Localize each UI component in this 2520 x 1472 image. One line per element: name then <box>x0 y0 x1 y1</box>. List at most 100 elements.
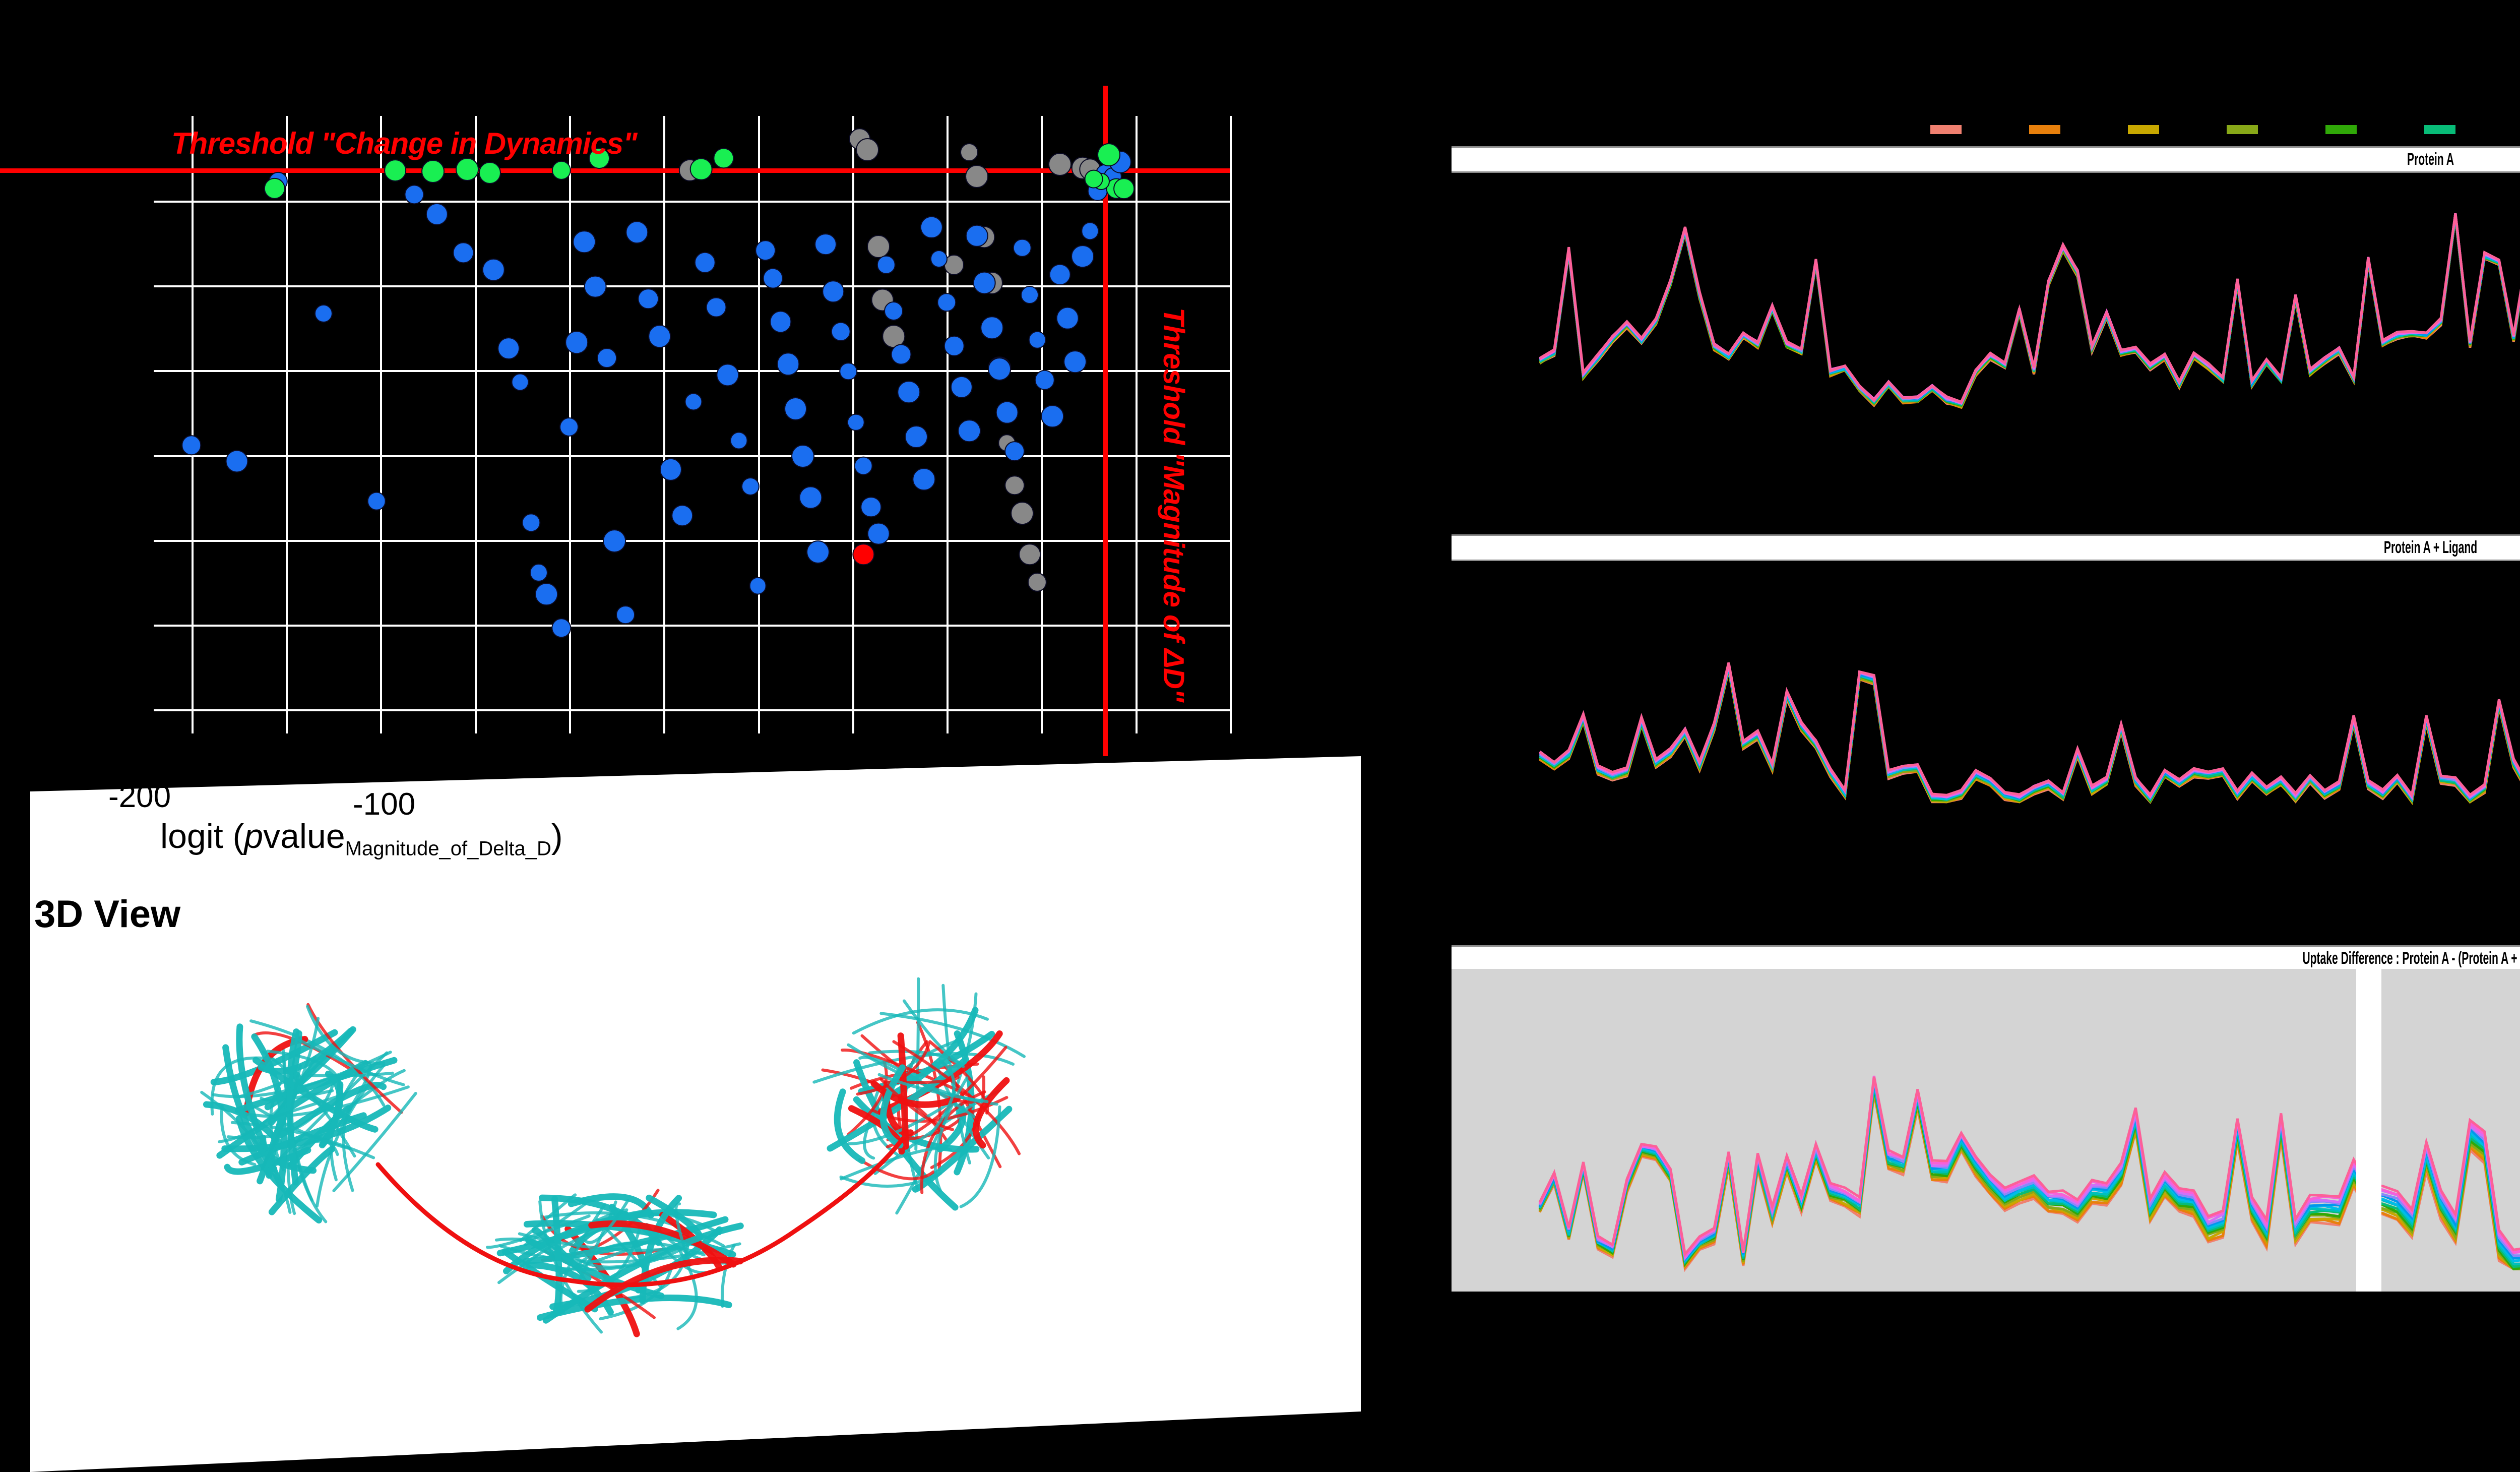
volcano-data-point[interactable] <box>551 618 572 638</box>
volcano-data-point[interactable] <box>1084 169 1103 189</box>
volcano-data-point[interactable] <box>404 185 424 205</box>
legend-swatch[interactable] <box>2128 125 2159 134</box>
volcano-data-point[interactable] <box>854 456 873 475</box>
trace-canvas-protein-a-ligand[interactable] <box>1452 558 2520 855</box>
timepoint-legend[interactable] <box>1452 116 2520 146</box>
volcano-data-point[interactable] <box>776 352 800 376</box>
volcano-data-point[interactable] <box>920 216 943 239</box>
trace-line[interactable] <box>1539 204 2520 404</box>
volcano-data-point[interactable] <box>905 425 928 449</box>
trace-line[interactable] <box>1538 1076 2520 1257</box>
volcano-data-point[interactable] <box>597 348 617 369</box>
volcano-data-point[interactable] <box>565 331 588 354</box>
volcano-data-point[interactable] <box>965 165 989 189</box>
volcano-data-point[interactable] <box>852 543 875 566</box>
volcano-data-point[interactable] <box>638 288 659 310</box>
volcano-plot-area[interactable] <box>0 86 1232 756</box>
volcano-data-point[interactable] <box>912 467 935 491</box>
volcano-data-point[interactable] <box>1097 143 1121 166</box>
volcano-data-point[interactable] <box>181 435 202 456</box>
trace-svg-protein-a-ligand[interactable] <box>1452 558 2520 855</box>
volcano-data-point[interactable] <box>1004 441 1025 462</box>
volcano-data-point[interactable] <box>839 362 858 381</box>
legend-swatch[interactable] <box>2424 125 2455 134</box>
volcano-data-point[interactable] <box>453 242 474 264</box>
volcano-data-point[interactable] <box>1063 350 1087 374</box>
ribbon-svg[interactable] <box>66 948 1235 1346</box>
volcano-data-point[interactable] <box>689 158 713 181</box>
volcano-data-point[interactable] <box>769 311 792 333</box>
volcano-data-point[interactable] <box>1081 222 1099 240</box>
volcano-data-point[interactable] <box>660 458 682 481</box>
volcano-data-point[interactable] <box>995 401 1019 424</box>
trace-svg-protein-a[interactable] <box>1452 170 2520 467</box>
volcano-data-point[interactable] <box>1034 370 1055 390</box>
volcano-data-point[interactable] <box>482 258 505 281</box>
trace-line[interactable] <box>1539 657 2520 799</box>
legend-swatch[interactable] <box>2325 125 2357 134</box>
trace-line[interactable] <box>1539 660 2520 802</box>
trace-canvas-uptake-difference[interactable] <box>1452 969 2520 1292</box>
volcano-data-point[interactable] <box>421 160 445 183</box>
volcano-data-point[interactable] <box>367 492 386 511</box>
trace-line[interactable] <box>1539 659 2520 800</box>
volcano-data-point[interactable] <box>1019 543 1041 566</box>
volcano-data-point[interactable] <box>1027 572 1047 592</box>
volcano-data-point[interactable] <box>754 239 776 261</box>
volcano-data-point[interactable] <box>951 376 973 399</box>
volcano-data-point[interactable] <box>535 583 558 606</box>
volcano-data-point[interactable] <box>799 486 823 509</box>
volcano-data-point[interactable] <box>847 413 865 431</box>
volcano-data-point[interactable] <box>891 344 912 365</box>
volcano-data-point[interactable] <box>425 203 448 225</box>
volcano-data-point[interactable] <box>1113 178 1135 199</box>
trace-svg-uptake-difference[interactable] <box>1452 969 2520 1292</box>
volcano-data-point[interactable] <box>314 304 333 323</box>
volcano-data-point[interactable] <box>965 224 988 247</box>
volcano-data-point[interactable] <box>937 293 956 312</box>
legend-swatch[interactable] <box>1930 125 1962 134</box>
volcano-data-point[interactable] <box>584 275 607 298</box>
trace-line[interactable] <box>1539 657 2520 798</box>
legend-swatch[interactable] <box>2029 125 2060 134</box>
trace-line[interactable] <box>1538 1090 2520 1270</box>
volcano-data-point[interactable] <box>616 605 636 625</box>
volcano-data-point[interactable] <box>684 393 703 411</box>
volcano-data-point[interactable] <box>831 322 851 341</box>
volcano-data-point[interactable] <box>511 373 529 391</box>
volcano-data-point[interactable] <box>671 504 694 527</box>
volcano-data-point[interactable] <box>741 477 760 496</box>
volcano-data-point[interactable] <box>716 363 739 387</box>
volcano-data-point[interactable] <box>573 230 596 254</box>
volcano-data-point[interactable] <box>1011 501 1034 525</box>
volcano-data-point[interactable] <box>1004 475 1025 496</box>
volcano-data-point[interactable] <box>1049 264 1071 286</box>
volcano-data-point[interactable] <box>478 161 501 184</box>
volcano-data-point[interactable] <box>589 148 610 169</box>
volcano-data-point[interactable] <box>1056 306 1079 330</box>
trace-line[interactable] <box>1539 659 2520 801</box>
volcano-data-point[interactable] <box>625 220 649 244</box>
volcano-data-point[interactable] <box>1028 331 1046 349</box>
volcano-data-point[interactable] <box>884 301 904 321</box>
volcano-data-point[interactable] <box>877 256 896 274</box>
volcano-data-point[interactable] <box>980 316 1003 340</box>
volcano-data-point[interactable] <box>814 233 837 256</box>
volcano-data-point[interactable] <box>973 272 996 294</box>
volcano-data-point[interactable] <box>1070 244 1094 268</box>
volcano-data-point[interactable] <box>730 432 748 450</box>
volcano-data-point[interactable] <box>603 529 626 553</box>
volcano-data-point[interactable] <box>455 157 479 181</box>
volcano-data-point[interactable] <box>706 297 727 318</box>
volcano-data-point[interactable] <box>988 357 1011 381</box>
legend-swatch[interactable] <box>2227 125 2258 134</box>
volcano-data-point[interactable] <box>384 159 407 181</box>
volcano-data-point[interactable] <box>930 250 948 268</box>
volcano-data-point[interactable] <box>694 252 716 273</box>
volcano-data-point[interactable] <box>749 577 767 595</box>
volcano-plot-panel[interactable]: Threshold "Change in Dynamics" Threshold… <box>0 0 1361 786</box>
volcano-data-point[interactable] <box>522 513 541 532</box>
volcano-data-point[interactable] <box>648 325 671 348</box>
volcano-data-point[interactable] <box>551 160 572 180</box>
volcano-data-point[interactable] <box>822 280 845 303</box>
